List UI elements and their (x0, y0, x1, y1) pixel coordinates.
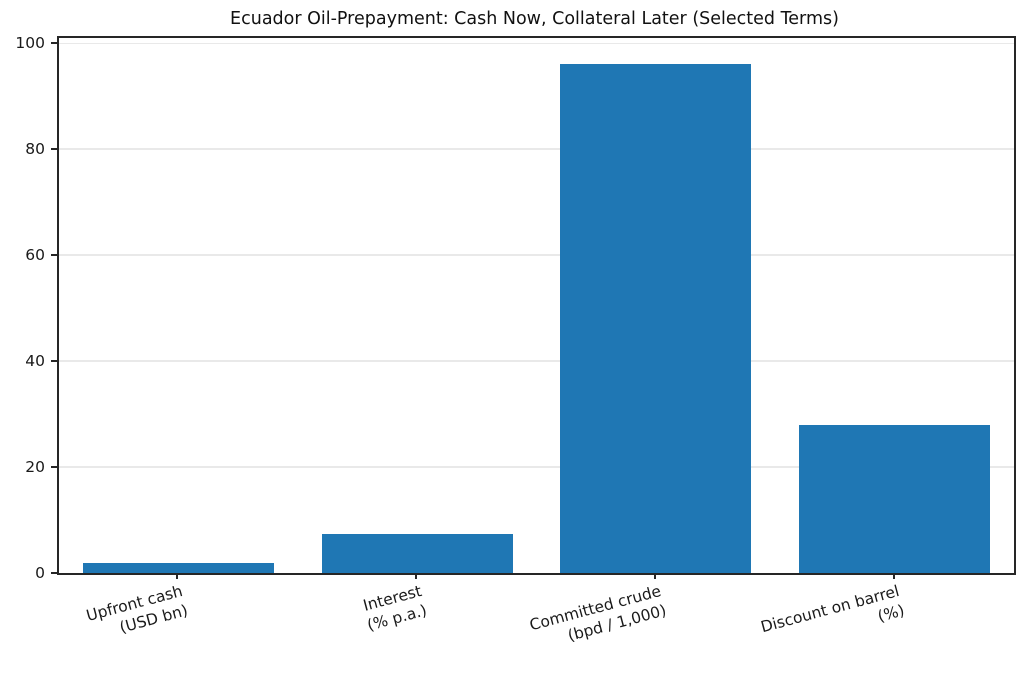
y-tick-label: 60 (25, 246, 45, 265)
y-tick-label: 100 (15, 34, 45, 53)
y-tick-label: 20 (25, 458, 45, 477)
y-tick-mark (51, 42, 58, 45)
x-tick-label: Upfront cash (USD bn) (84, 582, 191, 637)
y-tick-mark (51, 572, 58, 574)
x-tick-label: Discount on barrel (%) (758, 582, 907, 637)
y-tick-label: 40 (25, 352, 45, 371)
y-tick-label: 0 (35, 564, 45, 582)
y-tick-mark (51, 466, 58, 469)
x-tick-mark (653, 573, 656, 579)
y-tick-label: 80 (25, 140, 45, 159)
y-gridline (59, 148, 1014, 150)
bar (321, 534, 513, 573)
x-tick-label: Interest (% p.a.) (361, 582, 429, 634)
bar (82, 563, 274, 573)
bar (560, 64, 752, 573)
x-tick-mark (176, 573, 179, 579)
y-tick-mark (51, 360, 58, 363)
bar (799, 424, 991, 573)
y-gridline (59, 42, 1014, 45)
y-gridline (59, 254, 1014, 256)
x-tick-mark (415, 573, 418, 579)
x-tick-mark (892, 573, 895, 579)
y-tick-mark (51, 148, 58, 151)
chart-title: Ecuador Oil-Prepayment: Cash Now, Collat… (230, 9, 839, 29)
y-gridline (59, 466, 1014, 468)
y-gridline (59, 360, 1014, 362)
x-tick-label: Committed crude (bpd / 1,000) (527, 582, 668, 645)
y-tick-mark (51, 254, 58, 257)
plot-area (57, 36, 1016, 575)
